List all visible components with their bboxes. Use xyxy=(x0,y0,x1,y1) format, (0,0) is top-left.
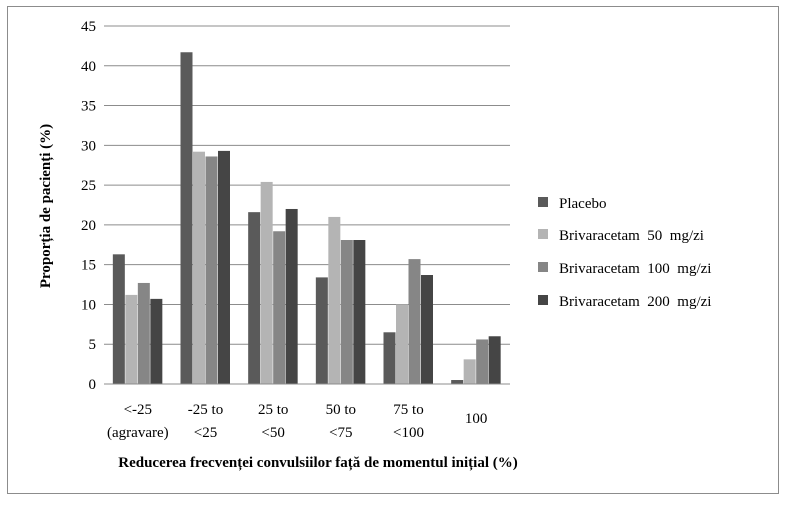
bar xyxy=(260,181,273,384)
y-tick-label: 45 xyxy=(81,19,96,35)
bar xyxy=(353,240,366,384)
bar xyxy=(193,151,205,384)
legend-label: Brivaracetam 50 mg/zi xyxy=(559,228,704,244)
legend-swatch xyxy=(538,229,548,239)
bar xyxy=(383,332,396,384)
x-category-label: (agravare) xyxy=(107,425,169,441)
legend-swatch xyxy=(538,262,548,272)
y-tick-label: 35 xyxy=(81,99,96,115)
bar xyxy=(205,156,218,384)
bar xyxy=(273,231,286,384)
bar xyxy=(248,212,261,384)
y-tick-labels: 0 5 10 15 20 25 30 35 40 45 xyxy=(81,19,96,393)
bar xyxy=(180,52,193,385)
x-category-labels: <-25 (agravare) -25 to <25 25 to <50 50 to <75 7… xyxy=(107,402,487,441)
bar xyxy=(396,304,408,384)
grid-lines xyxy=(104,25,510,345)
legend-label: Placebo xyxy=(559,196,606,212)
bar xyxy=(488,336,501,384)
legend-swatch xyxy=(538,197,548,207)
x-category-label: <25 xyxy=(194,425,217,441)
y-tick-label: 15 xyxy=(81,258,96,274)
x-category-label: -25 to xyxy=(188,402,223,418)
x-category-label: 100 xyxy=(465,411,488,427)
bar xyxy=(112,254,125,384)
legend-swatch xyxy=(538,295,548,305)
y-tick-label: 20 xyxy=(81,218,96,234)
chart-frame: 0 5 10 15 20 25 30 35 40 45 <-25 (agravare) -25 to <… xyxy=(7,6,779,494)
bar xyxy=(315,277,328,384)
y-tick-label: 5 xyxy=(89,337,97,353)
bar xyxy=(451,380,464,384)
y-tick-label: 30 xyxy=(81,138,96,154)
y-tick-label: 10 xyxy=(81,297,96,313)
legend-label: Brivaracetam 100 mg/zi xyxy=(559,261,711,277)
bar xyxy=(463,359,476,384)
bar xyxy=(328,216,341,384)
x-category-label: <75 xyxy=(329,425,352,441)
legend: Placebo Brivaracetam 50 mg/zi Brivaracetam… xyxy=(538,196,711,310)
bar xyxy=(218,150,230,384)
y-axis-title: Proporția de pacienți (%) xyxy=(38,124,54,288)
bar xyxy=(125,294,138,384)
x-category-label: 25 to xyxy=(258,402,288,418)
bar xyxy=(340,240,353,384)
x-category-label: <100 xyxy=(393,425,424,441)
y-tick-label: 25 xyxy=(81,178,96,194)
bar xyxy=(285,208,298,384)
x-category-label: 50 to xyxy=(326,402,356,418)
bar xyxy=(476,339,489,384)
bar xyxy=(421,275,433,384)
bar xyxy=(408,259,421,384)
bar xyxy=(150,298,163,384)
x-category-label: <50 xyxy=(261,425,284,441)
y-tick-label: 0 xyxy=(89,377,97,393)
x-axis-title: Reducerea frecvenței convulsiilor față d… xyxy=(118,455,518,471)
legend-label: Brivaracetam 200 mg/zi xyxy=(559,294,711,310)
x-category-label: 75 to xyxy=(393,402,423,418)
y-tick-label: 40 xyxy=(81,59,96,75)
x-category-label: <-25 xyxy=(124,402,152,418)
bars xyxy=(112,52,501,385)
bar xyxy=(137,282,150,384)
